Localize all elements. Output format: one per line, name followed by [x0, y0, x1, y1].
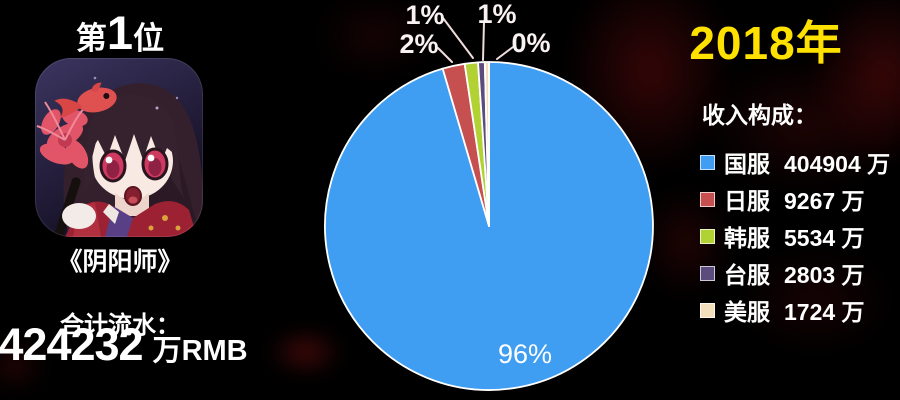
legend-row-日服: 日服 9267 万 [700, 184, 890, 214]
legend-name: 台服 [724, 262, 770, 288]
legend-list: 国服 404904 万日服 9267 万韩服 5534 万台服 2803 万美服 1724… [700, 147, 890, 332]
legend-row-美服: 美服 1724 万 [700, 295, 890, 325]
legend-name: 美服 [724, 299, 770, 325]
total-revenue-label: 合计流水： [60, 312, 180, 339]
total-revenue-value: 424232 [0, 319, 144, 370]
game-title: 《阴阳师》 [57, 248, 183, 276]
legend-row-韩服: 韩服 5534 万 [700, 221, 890, 251]
pie-pct-label-美服: 0% [511, 28, 550, 58]
game-app-icon[interactable] [35, 58, 203, 237]
legend-value: 5534 万 [784, 225, 865, 251]
legend-swatch-icon [700, 228, 715, 244]
legend-value: 1724 万 [784, 299, 865, 325]
pie-pct-label-台服: 1% [477, 0, 516, 29]
pie-pct-label-国服: 96% [498, 339, 552, 369]
legend-value: 2803 万 [784, 262, 865, 288]
legend-value: 404904 万 [784, 151, 891, 177]
legend-name: 日服 [724, 188, 770, 214]
rank-number: 1 [106, 6, 134, 59]
pie-pct-label-韩服: 1% [405, 0, 444, 30]
legend-swatch-icon [700, 302, 715, 318]
pie-label-leader-line [442, 17, 474, 59]
legend-title: 收入构成： [702, 102, 817, 128]
total-revenue: 424232 万RMB [0, 319, 248, 370]
pie-label-leader-line [482, 21, 485, 61]
year-title: 2018年 [689, 17, 843, 69]
legend-swatch-icon [700, 191, 715, 207]
pie-label-leader-line [496, 46, 514, 60]
legend-row-台服: 台服 2803 万 [700, 258, 890, 288]
legend-row-国服: 国服 404904 万 [700, 147, 890, 177]
pie-label-leader-line [437, 47, 453, 63]
rank-suffix: 位 [133, 21, 165, 56]
legend-name: 韩服 [724, 225, 770, 251]
rank-title: 第1位 [0, 9, 240, 65]
rank-prefix: 第 [75, 21, 107, 56]
legend-swatch-icon [700, 265, 715, 281]
legend-swatch-icon [700, 154, 715, 170]
legend-value: 9267 万 [784, 188, 865, 214]
total-revenue-unit: 万RMB [152, 335, 248, 367]
legend-name: 国服 [724, 151, 770, 177]
pie-pct-label-日服: 2% [399, 29, 438, 59]
pie-slice-美服 [483, 61, 490, 227]
game-icon-art [35, 58, 203, 237]
pie-chart: 96%2%1% 1%0% [324, 0, 654, 391]
